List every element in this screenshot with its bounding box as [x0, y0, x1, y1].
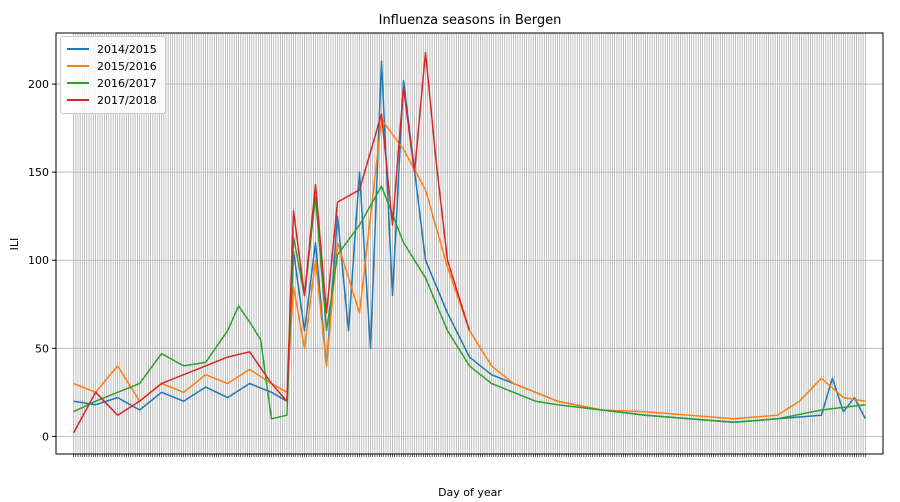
legend-label: 2015/2016	[97, 59, 157, 73]
legend-label: 2014/2015	[97, 42, 157, 56]
y-axis-label: ILI	[8, 238, 21, 251]
chart-title: Influenza seasons in Bergen	[379, 13, 562, 28]
legend-swatch	[67, 48, 89, 50]
legend-swatch	[67, 99, 89, 101]
y-tick-label: 200	[28, 78, 49, 91]
series-line-2016-2017	[73, 185, 866, 424]
legend-label: 2017/2018	[97, 93, 157, 107]
legend-item: 2016/2017	[67, 75, 157, 91]
x-axis-ticks	[73, 454, 866, 457]
legend-label: 2016/2017	[97, 76, 157, 90]
gridlines	[56, 33, 883, 454]
legend-item: 2017/2018	[67, 92, 157, 108]
y-tick-label: 0	[42, 430, 49, 443]
series-lines	[72, 51, 867, 434]
y-tick-label: 150	[28, 166, 49, 179]
legend-item: 2015/2016	[67, 58, 157, 74]
x-axis-label: Day of year	[438, 486, 502, 499]
legend-swatch	[67, 82, 89, 84]
y-axis-ticks: 0 50 100 150 200	[28, 78, 56, 443]
legend: 2014/2015 2015/2016 2016/2017 2017/2018	[60, 36, 166, 114]
legend-item: 2014/2015	[67, 41, 157, 57]
legend-swatch	[67, 65, 89, 67]
y-tick-label: 100	[28, 254, 49, 267]
series-line-2017-2018	[72, 51, 471, 434]
y-tick-label: 50	[35, 342, 49, 355]
